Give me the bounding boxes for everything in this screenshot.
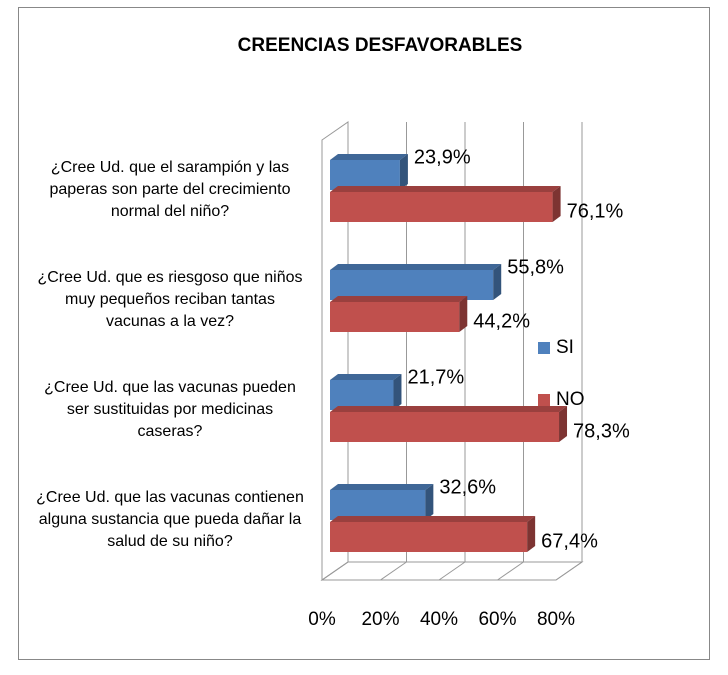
y-tick-label: ¿Cree Ud. que las vacunas pueden ser sus…	[44, 379, 296, 440]
bar-top	[330, 484, 434, 490]
bar-top	[330, 154, 408, 160]
grid-line	[555, 561, 583, 581]
bar-front	[330, 412, 560, 442]
y-tick-label: ¿Cree Ud. que el sarampión y las paperas…	[49, 159, 291, 220]
category-label-box: ¿Cree Ud. que el sarampión y las paperas…	[49, 159, 291, 220]
legend-swatch	[538, 394, 550, 406]
grid-line	[497, 561, 524, 581]
bar-end	[425, 484, 434, 520]
category-label-box: ¿Cree Ud. que las vacunas pueden ser sus…	[44, 379, 296, 440]
x-tick-label: 0%	[308, 609, 336, 630]
bar-top	[330, 406, 568, 412]
bar-front	[330, 270, 494, 300]
bar-top	[330, 374, 402, 380]
data-label: 67,4%	[541, 530, 598, 552]
bar-end	[399, 154, 408, 190]
bar-end	[459, 296, 468, 332]
data-label: 76,1%	[567, 200, 624, 222]
bar-top	[330, 264, 502, 270]
x-tick-label: 80%	[537, 609, 575, 630]
y-tick-label: ¿Cree Ud. que es riesgoso que niños muy …	[37, 269, 303, 330]
bar-top	[330, 296, 468, 302]
bar-front	[330, 522, 528, 552]
bar-top	[330, 516, 536, 522]
x-tick-label: 60%	[478, 609, 516, 630]
category-label-box: ¿Cree Ud. que es riesgoso que niños muy …	[37, 269, 303, 330]
x-tick-label: 20%	[361, 609, 399, 630]
x-tick-label: 40%	[420, 609, 458, 630]
legend-label: SI	[556, 337, 574, 358]
bar-end	[559, 406, 568, 442]
legend-swatch	[538, 342, 550, 354]
grid-line	[321, 561, 349, 581]
legend-label: NO	[556, 389, 585, 410]
bar-front	[330, 192, 553, 222]
bar-front	[330, 380, 394, 410]
bar-front	[330, 160, 400, 190]
bar-end	[527, 516, 536, 552]
grid-line	[438, 561, 466, 581]
bar-end	[493, 264, 502, 300]
bar-top	[330, 186, 561, 192]
y-tick-label: ¿Cree Ud. que las vacunas contienen algu…	[36, 489, 304, 550]
data-label: 32,6%	[439, 476, 496, 498]
data-label: 44,2%	[473, 310, 530, 332]
bar-front	[330, 490, 426, 520]
bar-end	[552, 186, 561, 222]
data-label: 21,7%	[407, 366, 464, 388]
bar-front	[330, 302, 460, 332]
chart-title: CREENCIAS DESFAVORABLES	[238, 35, 523, 56]
data-label: 55,8%	[507, 256, 564, 278]
category-label-box: ¿Cree Ud. que las vacunas contienen algu…	[36, 489, 304, 550]
bar-end	[393, 374, 402, 410]
data-label: 23,9%	[414, 146, 471, 168]
data-label: 78,3%	[573, 420, 630, 442]
grid-line	[380, 561, 407, 581]
